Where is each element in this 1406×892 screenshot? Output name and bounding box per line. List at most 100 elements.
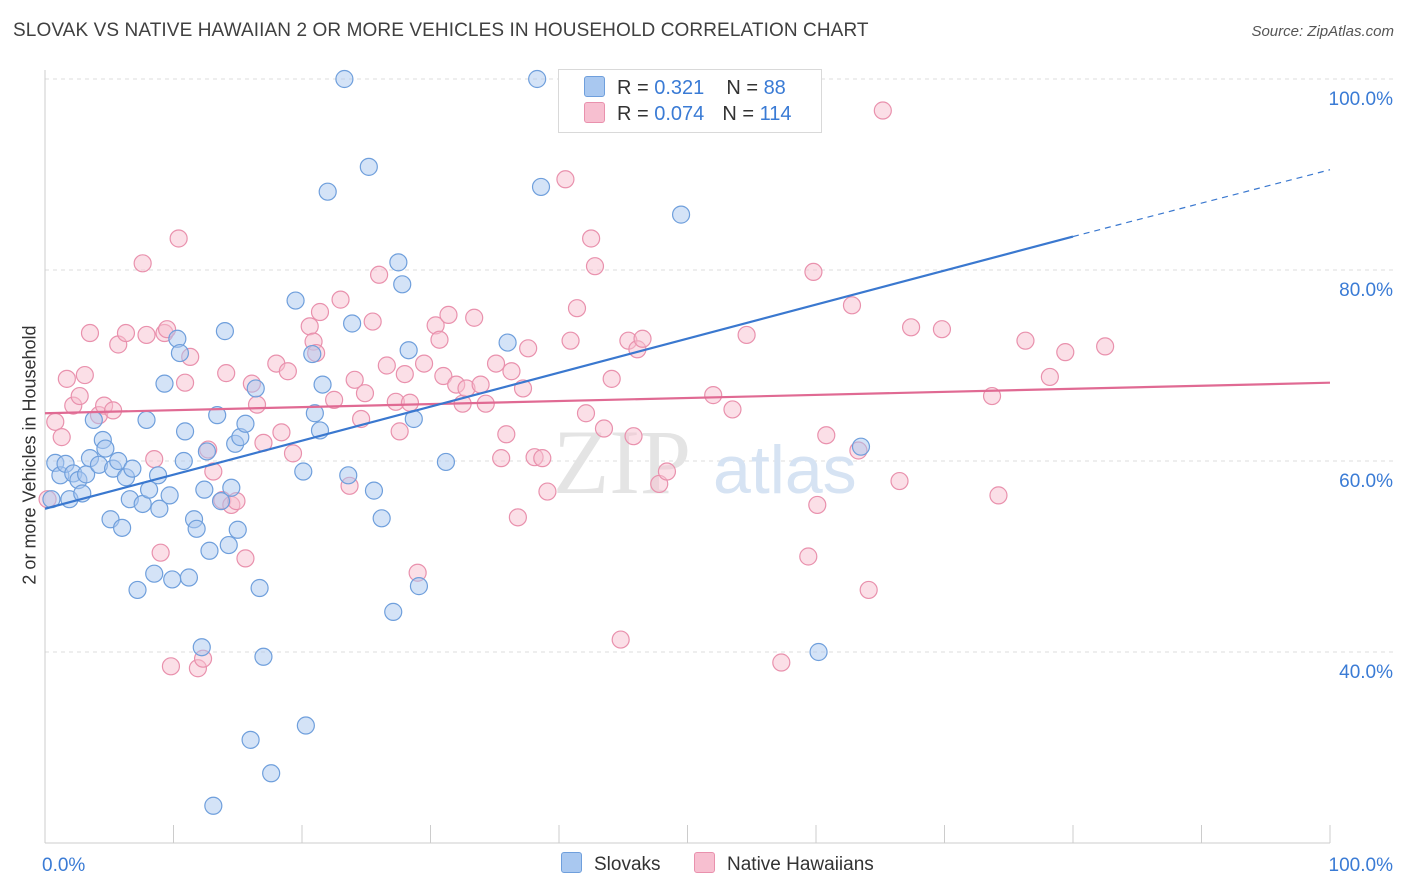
hawaiian-point-66	[471, 375, 490, 394]
hawaiian-point-61	[439, 305, 458, 324]
slovaks-point-58	[294, 462, 313, 481]
hawaiian-point-65	[465, 308, 484, 327]
legend-row-hawaiians: R = 0.074 N = 114	[584, 102, 791, 128]
bottom-legend-swatch-slovaks	[561, 852, 582, 873]
hawaiian-point-71	[502, 362, 521, 381]
hawaiian-point-100	[817, 426, 836, 445]
hawaiian-point-44	[331, 290, 350, 309]
slovaks-point-49	[228, 520, 247, 539]
legend-n-hawaiians: 114	[759, 103, 792, 125]
slovaks-point-39	[195, 480, 214, 499]
hawaiian-point-2	[52, 428, 71, 447]
hawaiian-point-92	[657, 462, 677, 481]
bottom-legend-hawaiians: Native Hawaiians	[694, 852, 874, 876]
hawaiian-point-7	[80, 323, 100, 343]
legend-box: R = 0.321 N = 88 R = 0.074 N = 114	[558, 69, 822, 133]
hawaiian-point-50	[370, 265, 389, 284]
hawaiian-point-68	[486, 354, 506, 373]
hawaiian-point-5	[70, 386, 89, 406]
hawaiian-point-60	[434, 366, 453, 386]
hawaiian-point-42	[310, 302, 330, 322]
slovaks-point-42	[204, 796, 223, 815]
hawaiian-point-72	[508, 508, 527, 527]
hawaiian-point-14	[137, 325, 156, 345]
hawaiian-point-12	[116, 323, 136, 343]
hawaiian-point-95	[737, 325, 756, 345]
hawaiian-point-37	[278, 362, 297, 381]
hawaiian-point-57	[414, 354, 434, 373]
slovaks-point-52	[241, 730, 260, 749]
hawaiian-point-84	[594, 419, 614, 438]
slovaks-point-82	[809, 642, 828, 662]
hawaiian-point-88	[624, 427, 643, 446]
slovaks-point-68	[359, 157, 378, 176]
slovaks-point-80	[531, 177, 551, 197]
hawaiian-point-31	[236, 549, 255, 568]
hawaiian-point-104	[873, 101, 892, 120]
slovaks-point-21	[128, 580, 147, 600]
slovaks-point-61	[305, 404, 324, 423]
hawaiian-point-39	[300, 317, 319, 336]
slovaks-point-17	[112, 518, 132, 537]
hawaiian-point-110	[1016, 331, 1035, 350]
slovaks-point-77	[436, 452, 456, 472]
hawaiian-point-111	[1040, 367, 1059, 387]
slovaks-point-23	[137, 410, 156, 430]
slovaks-point-33	[174, 451, 193, 471]
hawaiian-point-38	[283, 444, 303, 463]
hawaiian-point-16	[151, 543, 170, 562]
slovaks-point-81	[671, 205, 691, 224]
x-tick-label-min: 0.0%	[42, 855, 85, 876]
slovaks-point-76	[409, 577, 429, 596]
slovaks-point-53	[246, 379, 265, 398]
hawaiian-point-107	[932, 320, 952, 339]
slovaks-point-60	[303, 344, 322, 364]
bottom-legend-label-slovaks: Slovaks	[594, 854, 661, 875]
slovaks-point-35	[179, 568, 199, 587]
hawaiian-point-6	[75, 365, 94, 385]
hawaiian-point-86	[611, 630, 630, 649]
hawaiian-point-55	[400, 393, 420, 412]
slovaks-point-30	[163, 570, 182, 589]
hawaiian-point-80	[567, 299, 587, 318]
hawaiian-point-85	[602, 369, 621, 388]
legend-swatch-slovaks	[584, 76, 605, 97]
slovaks-point-59	[296, 716, 315, 735]
hawaiian-point-51	[377, 356, 396, 375]
hawaiian-point-36	[272, 423, 291, 442]
slovaks-point-16	[109, 451, 128, 471]
hawaiian-point-69	[492, 449, 511, 468]
hawaiian-point-33	[247, 395, 267, 414]
trend-line-slovaks	[44, 235, 1074, 510]
slovaks-point-13	[96, 439, 115, 458]
y-tick-label-100: 100.0%	[1329, 89, 1394, 110]
slovaks-point-73	[393, 275, 412, 294]
hawaiian-point-1	[46, 412, 65, 431]
hawaiian-point-101	[842, 296, 862, 315]
slovaks-point-63	[313, 375, 332, 394]
slovaks-point-74	[399, 341, 418, 360]
slovaks-point-65	[335, 69, 354, 89]
chart-title: SLOVAK VS NATIVE HAWAIIAN 2 OR MORE VEHI…	[13, 20, 869, 41]
slovaks-point-10	[84, 410, 103, 430]
hawaiian-point-19	[161, 657, 181, 676]
bottom-legend-slovaks: Slovaks	[561, 852, 661, 876]
hawaiian-point-106	[901, 318, 921, 337]
hawaiian-point-113	[1096, 337, 1115, 356]
slovaks-point-20	[123, 459, 142, 478]
watermark-atlas: atlas	[713, 432, 857, 508]
slovaks-point-56	[262, 764, 281, 783]
watermark-zip: ZIP	[553, 411, 691, 513]
hawaiian-point-3	[57, 369, 76, 388]
slovaks-point-47	[222, 478, 241, 497]
bottom-legend-label-hawaiians: Native Hawaiians	[727, 854, 874, 875]
legend-r-hawaiians: 0.074	[654, 103, 705, 125]
slovaks-point-69	[364, 481, 384, 500]
hawaiian-point-109	[989, 486, 1008, 505]
source-label: Source: ZipAtlas.com	[1251, 23, 1394, 40]
hawaiian-point-54	[395, 364, 414, 384]
x-tick-label-max: 100.0%	[1329, 855, 1394, 876]
slovaks-point-40	[197, 442, 217, 461]
slovaks-point-67	[343, 314, 362, 333]
slovaks-point-83	[851, 437, 871, 456]
